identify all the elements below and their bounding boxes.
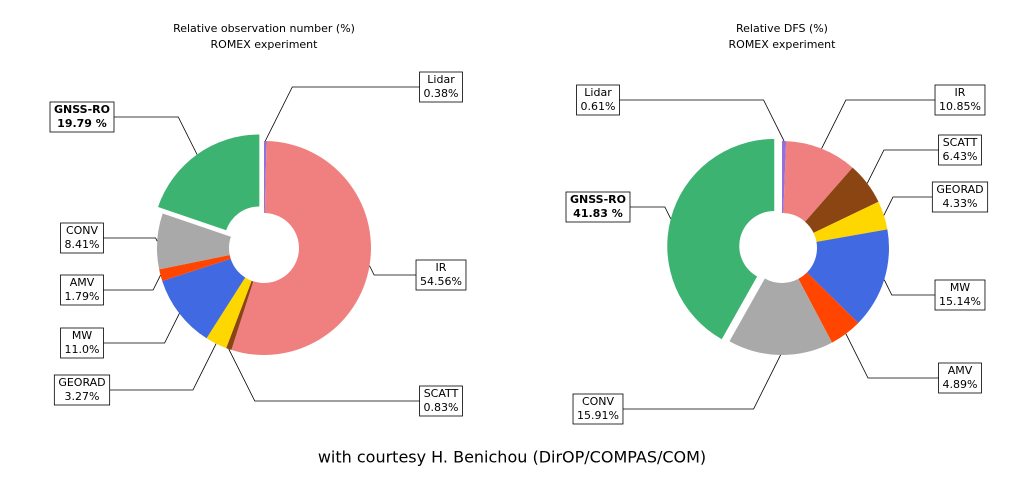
callout-box xyxy=(419,71,463,103)
chart-subtitle: ROMEX experiment xyxy=(211,38,319,51)
leader-line xyxy=(866,149,939,184)
wedge xyxy=(231,141,372,355)
leader-line xyxy=(622,354,781,410)
callout-name: Lidar xyxy=(427,73,455,86)
callout-name: IR xyxy=(436,261,447,274)
leader-line xyxy=(228,348,420,402)
callout-box xyxy=(934,84,986,116)
leader-line xyxy=(369,265,417,276)
chart-title: Relative DFS (%) xyxy=(736,22,828,35)
callout-name: SCATT xyxy=(424,387,459,400)
leader-line xyxy=(883,279,936,296)
leader-line xyxy=(264,86,420,142)
callout-name: AMV xyxy=(948,364,973,377)
callout-box xyxy=(934,279,986,311)
leader-line xyxy=(103,313,180,344)
leader-line xyxy=(103,237,158,242)
callout-box xyxy=(576,84,620,116)
leader-line xyxy=(883,196,933,216)
chart-subtitle: ROMEX experiment xyxy=(729,38,837,51)
callout-box xyxy=(931,181,989,213)
callout-name: MW xyxy=(72,329,92,342)
callout-name: AMV xyxy=(70,276,95,289)
wedge xyxy=(798,272,859,343)
wedge xyxy=(667,138,775,340)
pie-chart: Relative DFS (%) ROMEX experiment Lidar0.6… xyxy=(565,22,989,425)
wedge xyxy=(805,167,879,233)
leader-line xyxy=(845,333,939,379)
callout-value: 0.83% xyxy=(424,401,459,414)
callout-value: 15.91% xyxy=(577,409,619,422)
leader-line xyxy=(629,206,672,219)
callout-name: Lidar xyxy=(584,86,612,99)
callout-box xyxy=(938,362,982,394)
wedge xyxy=(226,280,254,350)
callout-value: 1.79% xyxy=(65,290,100,303)
callout-value: 41.83 % xyxy=(573,207,623,220)
wedge xyxy=(158,134,260,231)
leader-line xyxy=(103,274,161,291)
callout-value: 10.85% xyxy=(939,100,981,113)
callout-value: 3.27% xyxy=(65,390,100,403)
wedge xyxy=(813,201,888,242)
callout-box xyxy=(572,393,624,425)
leader-line xyxy=(619,99,785,142)
callout-value: 4.33% xyxy=(943,197,978,210)
wedge xyxy=(782,141,787,214)
callout-name: GNSS-RO xyxy=(54,103,110,116)
callout-value: 6.43% xyxy=(943,150,978,163)
caption: with courtesy H. Benichou (DirOP/COMPAS/… xyxy=(318,448,706,467)
callout-name: GEORAD xyxy=(936,183,983,196)
callout-value: 11.0% xyxy=(65,343,100,356)
wedge xyxy=(729,278,833,355)
callout-value: 4.89% xyxy=(943,378,978,391)
wedge xyxy=(206,277,252,349)
callout-value: 0.61% xyxy=(581,100,616,113)
callout-name: CONV xyxy=(582,395,615,408)
callout-value: 19.79 % xyxy=(57,117,107,130)
callout-name: SCATT xyxy=(943,136,978,149)
chart-title: Relative observation number (%) xyxy=(173,22,355,35)
wedge xyxy=(806,229,890,324)
callout-box xyxy=(938,134,982,166)
callout-name: GNSS-RO xyxy=(570,193,626,206)
leader-line xyxy=(109,343,217,391)
callout-value: 54.56% xyxy=(420,275,462,288)
wedge xyxy=(783,141,853,222)
wedge xyxy=(264,141,267,214)
callout-name: GEORAD xyxy=(58,376,105,389)
callout-name: MW xyxy=(950,281,970,294)
callout-box xyxy=(49,101,115,133)
wedge xyxy=(159,254,231,281)
callout-box xyxy=(60,327,104,359)
callout-value: 0.38% xyxy=(424,87,459,100)
callout-box xyxy=(415,259,467,291)
leader-line xyxy=(113,116,198,155)
callout-name: IR xyxy=(955,86,966,99)
wedge xyxy=(162,258,246,339)
pie-chart: Relative observation number (%) ROMEX exp… xyxy=(49,22,467,417)
callout-value: 8.41% xyxy=(65,238,100,251)
callout-name: CONV xyxy=(66,224,99,237)
callout-value: 15.14% xyxy=(939,295,981,308)
leader-line xyxy=(821,99,936,149)
wedge xyxy=(157,213,231,270)
